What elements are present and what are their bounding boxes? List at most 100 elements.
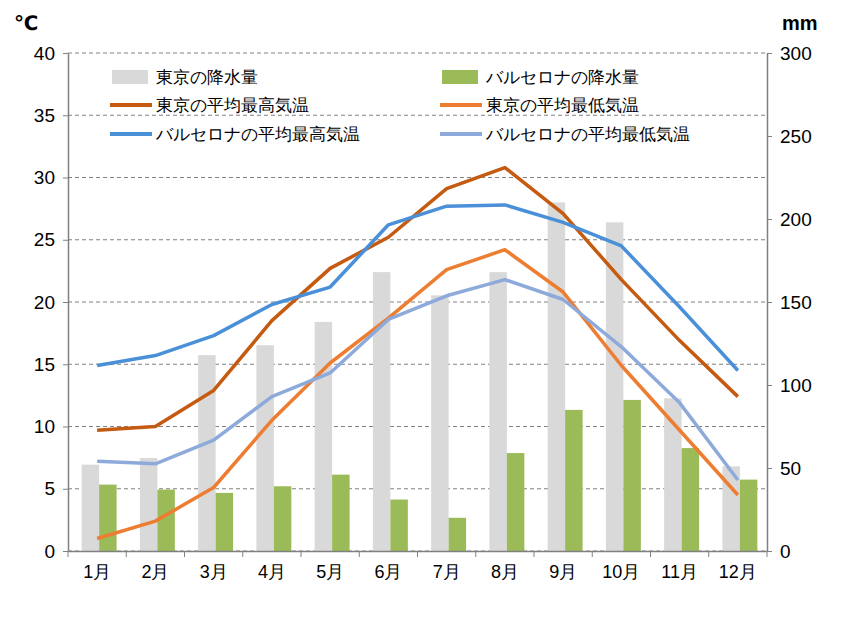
x-tick-label: 10月 [602, 562, 640, 582]
x-tick-label: 4月 [258, 562, 286, 582]
grid-line [68, 239, 767, 240]
y-tick-mark [63, 178, 68, 179]
plot: 1月 2月 3月 4月 5月 6月 7月 8月 9月 10月 11月 12月 0 5 10 15 20 25 30 3… [34, 43, 812, 582]
y2-tick: 150 [767, 292, 812, 313]
y2-axis-title: mm [782, 12, 818, 34]
y-tick-mark [63, 551, 68, 552]
x-tick: 2月 [141, 551, 169, 582]
y-tick-mark [63, 364, 68, 365]
line [97, 250, 738, 539]
y-tick: 25 [34, 229, 68, 250]
y2-tick: 100 [767, 375, 812, 396]
y-tick-mark [63, 115, 68, 116]
y2-tick-mark [767, 53, 772, 54]
legend-label: バルセロナの降水量 [485, 68, 639, 87]
legend-swatch [440, 103, 482, 107]
x-boundary-tick [650, 551, 651, 557]
bar [489, 272, 506, 551]
legend-swatch [440, 132, 482, 136]
y-tick-label: 15 [34, 354, 55, 375]
x-tick-label: 6月 [374, 562, 402, 582]
grid [68, 53, 767, 551]
legend-label: 東京の平均最高気温 [156, 96, 309, 115]
bar [507, 453, 524, 551]
bar [740, 480, 757, 551]
legend-label: 東京の平均最低気温 [486, 96, 639, 115]
grid-line [68, 488, 767, 489]
x-boundary-tick [592, 551, 593, 557]
x-tick-label: 7月 [433, 562, 461, 582]
legend-swatch [110, 132, 152, 136]
line [97, 168, 738, 431]
line [97, 280, 738, 480]
bar [431, 295, 448, 551]
bar [315, 322, 332, 551]
x-tick: 3月 [200, 551, 228, 582]
y2-tick: 200 [767, 209, 812, 230]
y-tick-mark [63, 53, 68, 54]
bar [99, 485, 116, 551]
x-tick-label: 12月 [719, 562, 757, 582]
y-tick: 40 [34, 43, 68, 64]
y-tick-label: 10 [34, 416, 55, 437]
x-boundary-tick [301, 551, 302, 557]
x-tick: 4月 [258, 551, 286, 582]
y-tick: 15 [34, 354, 68, 375]
y-tick-label: 0 [44, 541, 55, 562]
bar [373, 272, 390, 551]
bar-series [99, 400, 757, 551]
y-axis-title: ℃ [14, 12, 38, 34]
x-tick: 6月 [374, 551, 402, 582]
y-axis: 0 5 10 15 20 25 30 35 40 [34, 43, 69, 562]
y2-tick: 250 [767, 126, 812, 147]
marks [82, 168, 758, 551]
x-boundary-tick [184, 551, 185, 557]
y2-tick-label: 50 [780, 458, 801, 479]
x-tick: 11月 [661, 551, 698, 582]
legend-label: バルセロナの平均最高気温 [155, 125, 360, 144]
x-tick: 8月 [491, 551, 519, 582]
x-boundary-tick [242, 551, 243, 557]
x-tick-label: 9月 [549, 562, 577, 582]
y2-tick-label: 250 [780, 126, 812, 147]
y-tick-label: 40 [34, 43, 55, 64]
legend-label: 東京の降水量 [156, 68, 258, 87]
grid-line [68, 426, 767, 427]
bar [623, 400, 640, 551]
x-tick-label: 3月 [200, 562, 228, 582]
y-tick-label: 20 [34, 292, 55, 313]
y-tick-mark [63, 489, 68, 490]
bar [449, 518, 466, 551]
legend-swatch [442, 70, 478, 84]
y-tick: 35 [34, 105, 68, 126]
x-tick-label: 5月 [316, 562, 344, 582]
y-tick: 5 [44, 478, 68, 499]
x-axis: 1月 2月 3月 4月 5月 6月 7月 8月 9月 10月 11月 12月 [68, 551, 768, 582]
x-tick: 7月 [433, 551, 461, 582]
bar [256, 345, 273, 551]
y2-axis: 0 50 100 150 200 250 300 [767, 43, 812, 562]
y-tick: 0 [44, 541, 68, 562]
grid-line [68, 364, 767, 365]
y-tick-label: 30 [34, 167, 55, 188]
y2-tick: 50 [767, 458, 801, 479]
y2-tick-label: 300 [780, 43, 812, 64]
y2-tick-label: 0 [780, 541, 791, 562]
bar [682, 448, 699, 551]
y2-tick-mark [767, 385, 772, 386]
legend-item: バルセロナの平均最低気温 [440, 125, 690, 144]
bar-series [82, 202, 740, 551]
y2-tick-mark [767, 219, 772, 220]
x-tick: 1月 [83, 551, 111, 582]
x-tick: 10月 [602, 551, 640, 582]
x-boundary-tick [359, 551, 360, 557]
bar [332, 475, 349, 551]
bar [82, 465, 99, 551]
y2-tick-label: 100 [780, 375, 812, 396]
y2-tick-mark [767, 136, 772, 137]
x-tick-label: 1月 [83, 562, 111, 582]
x-tick: 12月 [719, 551, 757, 582]
bar [390, 500, 407, 551]
legend-label: バルセロナの平均最低気温 [485, 125, 690, 144]
legend-item: バルセロナの降水量 [442, 68, 639, 87]
